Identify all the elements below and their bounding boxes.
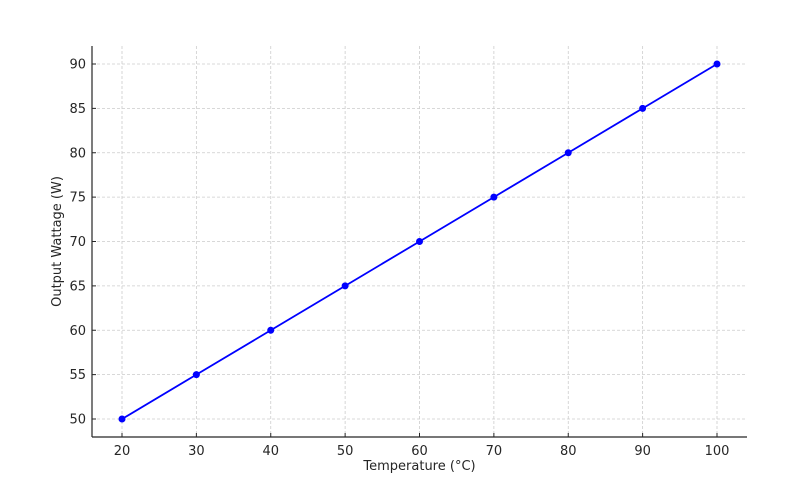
grid-lines bbox=[92, 46, 747, 437]
y-tick-label: 60 bbox=[69, 324, 86, 339]
y-tick-label: 75 bbox=[69, 191, 86, 206]
y-tick-label: 65 bbox=[69, 279, 86, 294]
x-tick-label: 60 bbox=[411, 444, 428, 459]
data-series bbox=[118, 60, 721, 423]
data-point-marker bbox=[192, 371, 200, 379]
data-point-marker bbox=[118, 415, 126, 423]
x-tick-label: 30 bbox=[188, 444, 205, 459]
data-point-marker bbox=[267, 326, 275, 334]
x-tick-label: 50 bbox=[337, 444, 354, 459]
data-point-marker bbox=[416, 238, 423, 245]
x-tick-label: 70 bbox=[486, 444, 503, 459]
data-point-marker bbox=[490, 193, 498, 201]
y-tick-label: 85 bbox=[69, 102, 86, 117]
y-tick-label: 50 bbox=[69, 413, 86, 428]
x-axis-label: Temperature (°C) bbox=[362, 459, 475, 474]
y-tick-label: 90 bbox=[69, 58, 86, 73]
x-tick-label: 100 bbox=[705, 444, 730, 459]
y-axis-label: Output Wattage (W) bbox=[50, 176, 65, 307]
x-ticks: 20 30 40 50 60 70 80 90 100 bbox=[114, 433, 730, 459]
y-tick-label: 70 bbox=[69, 235, 86, 250]
data-point-marker bbox=[713, 60, 721, 68]
y-tick-label: 80 bbox=[69, 146, 86, 161]
y-ticks: 50 55 60 65 70 75 80 85 90 bbox=[69, 58, 96, 428]
x-tick-label: 90 bbox=[634, 444, 651, 459]
x-tick-label: 40 bbox=[262, 444, 279, 459]
y-tick-label: 55 bbox=[69, 368, 86, 383]
data-point-marker bbox=[639, 104, 647, 112]
data-point-marker bbox=[341, 282, 349, 290]
data-point-marker bbox=[564, 149, 572, 157]
x-tick-label: 20 bbox=[114, 444, 131, 459]
x-tick-label: 80 bbox=[560, 444, 577, 459]
